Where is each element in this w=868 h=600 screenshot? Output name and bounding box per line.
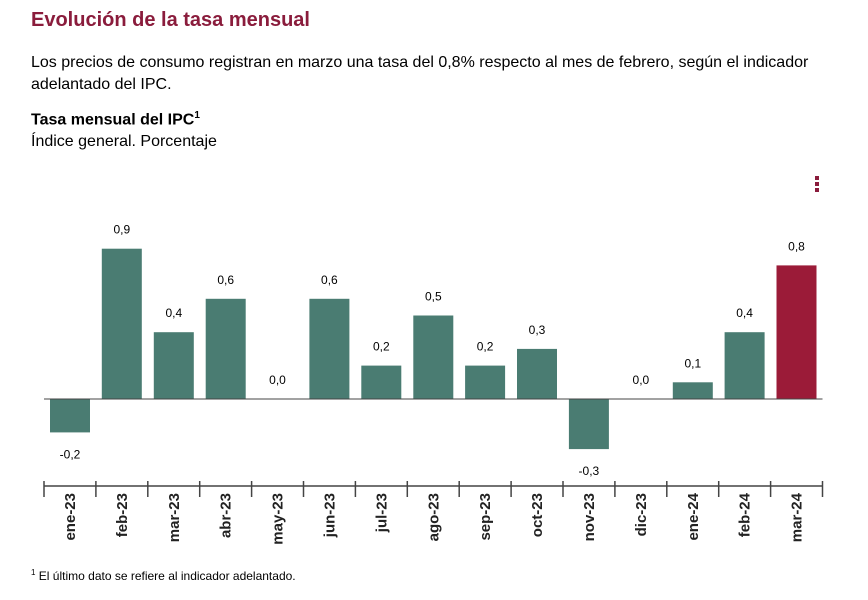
data-label-sep-23: 0,2 xyxy=(477,340,494,354)
data-label-jun-23: 0,6 xyxy=(321,273,338,287)
data-label-dic-23: 0,0 xyxy=(633,373,650,387)
bar-jul-23 xyxy=(361,365,402,399)
bar-sep-23 xyxy=(465,365,506,399)
bar-jun-23 xyxy=(309,298,350,399)
data-label-nov-23: -0,3 xyxy=(579,464,600,478)
data-label-ago-23: 0,5 xyxy=(425,290,442,304)
data-label-mar-24: 0,8 xyxy=(788,239,805,253)
footnote-text: El último dato se refiere al indicador a… xyxy=(38,569,296,583)
data-label-may-23: 0,0 xyxy=(269,373,286,387)
x-tick-label-dic-23: dic-23 xyxy=(633,493,650,536)
description: Los precios de consumo registran en marz… xyxy=(31,54,809,93)
page-title: Evolución de la tasa mensual xyxy=(31,9,310,31)
x-tick-label-feb-24: feb-24 xyxy=(737,492,754,537)
x-tick-label-abr-23: abr-23 xyxy=(218,493,235,538)
bar-mar-24 xyxy=(776,265,817,399)
bar-oct-23 xyxy=(517,348,557,399)
data-label-abr-23: 0,6 xyxy=(217,273,234,287)
chart-title-text: Tasa mensual del IPC xyxy=(31,111,195,129)
footnote-mark: 1 xyxy=(31,568,36,577)
x-tick-label-mar-23: mar-23 xyxy=(166,493,183,542)
x-tick-label-oct-23: oct-23 xyxy=(529,493,546,537)
x-tick-label-sep-23: sep-23 xyxy=(477,493,494,541)
x-tick-label-ago-23: ago-23 xyxy=(425,493,442,541)
data-label-feb-23: 0,9 xyxy=(113,223,130,237)
footnote: 1 El último dato se refiere al indicador… xyxy=(31,568,296,583)
chart-subtitle: Índice general. Porcentaje xyxy=(31,133,217,150)
chart-title-footnote-mark: 1 xyxy=(194,110,200,121)
bar-ago-23 xyxy=(413,315,454,399)
bar-nov-23 xyxy=(568,399,609,450)
x-tick-label-jul-23: jul-23 xyxy=(373,493,390,533)
chart-title: Tasa mensual del IPC1 xyxy=(31,110,200,129)
x-tick-label-may-23: may-23 xyxy=(270,493,287,545)
x-tick-label-ene-23: ene-23 xyxy=(62,493,79,541)
bar-ene-24 xyxy=(672,382,713,399)
data-label-ene-24: 0,1 xyxy=(684,356,701,370)
data-label-jul-23: 0,2 xyxy=(373,340,390,354)
bar-feb-24 xyxy=(724,332,765,399)
data-label-mar-23: 0,4 xyxy=(165,306,182,320)
bar-mar-23 xyxy=(153,332,194,399)
data-label-ene-23: -0,2 xyxy=(60,447,81,461)
data-label-oct-23: 0,3 xyxy=(529,323,546,337)
bar-ene-23 xyxy=(50,399,90,433)
x-tick-label-nov-23: nov-23 xyxy=(581,493,598,541)
chart-menu-icon[interactable] xyxy=(811,176,823,196)
x-tick-label-mar-24: mar-24 xyxy=(789,492,806,542)
bar-feb-23 xyxy=(101,248,142,399)
x-tick-label-jun-23: jun-23 xyxy=(321,493,338,538)
x-tick-label-feb-23: feb-23 xyxy=(114,493,131,537)
data-label-feb-24: 0,4 xyxy=(736,306,753,320)
bar-abr-23 xyxy=(205,298,246,399)
x-tick-label-ene-24: ene-24 xyxy=(685,492,702,540)
